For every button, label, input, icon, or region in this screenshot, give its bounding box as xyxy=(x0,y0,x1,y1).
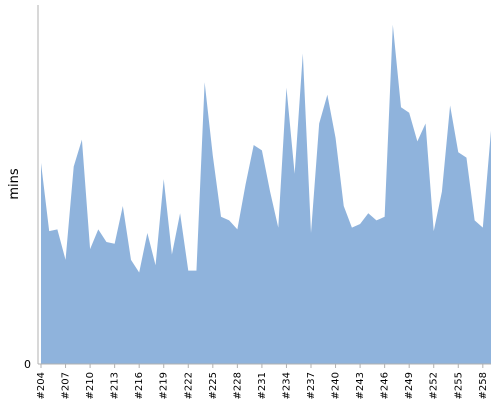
x-tick-label: #228 xyxy=(232,372,243,399)
x-tick-label: #234 xyxy=(282,372,293,399)
x-tick-label: #222 xyxy=(183,372,194,399)
y-axis-title: mins xyxy=(7,168,22,200)
x-tick-label: #207 xyxy=(61,372,72,399)
x-tick-label: #252 xyxy=(429,372,440,399)
x-ticks: #204 #207 #210 #213 #216 #219 #222 #225 #228 #231… xyxy=(36,364,489,399)
x-tick-label: #216 xyxy=(134,372,145,399)
x-tick-label: #255 xyxy=(453,372,464,399)
x-tick-label: #204 xyxy=(36,372,47,399)
x-tick-label: #240 xyxy=(331,372,342,399)
x-tick-label: #249 xyxy=(404,372,415,399)
x-tick-label: #219 xyxy=(159,372,170,399)
x-tick-label: #231 xyxy=(257,372,268,399)
x-tick-label: #258 xyxy=(478,372,489,399)
x-tick-label: #225 xyxy=(208,372,219,399)
y-ticks: 0 xyxy=(24,358,31,371)
x-tick-label: #213 xyxy=(110,372,121,399)
x-tick-label: #210 xyxy=(85,372,96,399)
y-tick-label: 0 xyxy=(24,358,31,371)
plot-area xyxy=(41,24,491,364)
x-tick-label: #237 xyxy=(306,372,317,399)
x-tick-label: #243 xyxy=(355,372,366,399)
x-tick-label: #246 xyxy=(380,372,391,399)
series-area xyxy=(41,24,491,364)
